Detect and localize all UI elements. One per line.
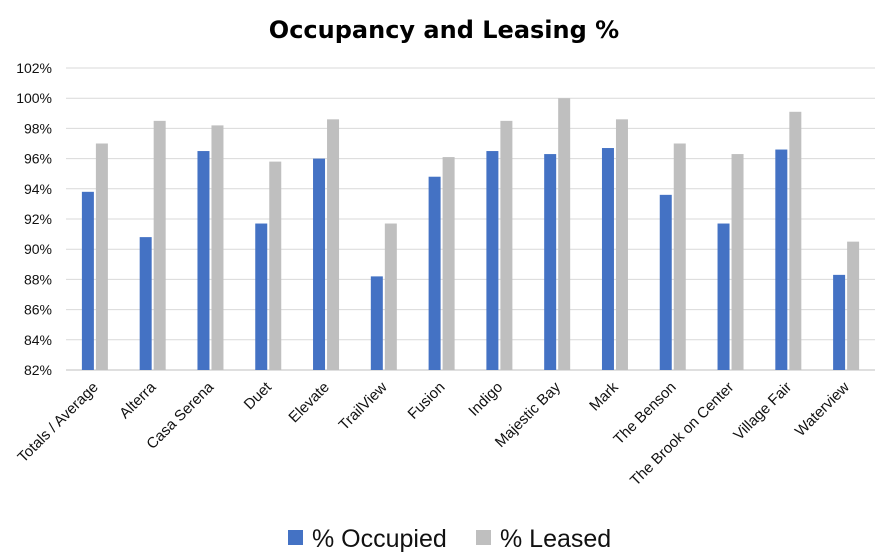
bar-occupied (833, 274, 846, 370)
y-tick-label: 98% (24, 120, 52, 136)
bar-occupied (775, 149, 788, 370)
bar-occupied (81, 191, 94, 370)
bar-occupied (255, 223, 268, 370)
bar-occupied (717, 223, 730, 370)
x-category-label: Indigo (465, 379, 506, 420)
y-tick-label: 96% (24, 151, 52, 167)
bar-occupied (370, 276, 383, 370)
bar-occupied (486, 151, 499, 370)
x-category-label: Mark (586, 378, 622, 414)
y-axis-ticks: 82% 84% 86% 88% 90% 92% 94% 96% 98% 100% 102% (16, 60, 52, 378)
bar-occupied (139, 237, 152, 370)
x-category-label: Alterra (116, 378, 160, 422)
bar-leased (615, 119, 628, 370)
x-category-label: Elevate (285, 379, 332, 426)
y-tick-label: 86% (24, 302, 52, 318)
bar-leased (384, 223, 397, 370)
bar-leased (95, 143, 108, 370)
chart-title: Occupancy and Leasing % (269, 16, 619, 44)
x-category-label: Duet (241, 378, 276, 413)
bar-leased (211, 125, 224, 370)
bars (81, 98, 860, 370)
bar-leased (500, 120, 513, 370)
bar-occupied (601, 148, 614, 370)
bar-leased (327, 119, 340, 370)
bar-leased (673, 143, 686, 370)
legend-label-leased: % Leased (500, 525, 611, 553)
y-tick-label: 84% (24, 332, 52, 348)
bar-occupied (197, 151, 210, 370)
bar-occupied (428, 176, 441, 370)
bar-leased (789, 111, 802, 370)
bar-occupied (544, 154, 557, 370)
bar-occupied (659, 194, 672, 370)
y-tick-label: 88% (24, 271, 52, 287)
bar-leased (153, 120, 166, 370)
x-category-label: The Brook on Center (627, 379, 737, 489)
y-tick-label: 92% (24, 211, 52, 227)
legend-label-occupied: % Occupied (312, 525, 447, 553)
x-category-label: Fusion (405, 379, 449, 423)
x-category-label: Village Fair (730, 379, 795, 444)
bar-leased (558, 98, 571, 370)
legend-swatch-leased (476, 530, 491, 545)
y-tick-label: 82% (24, 362, 52, 378)
gridlines (66, 67, 875, 371)
x-category-label: Waterview (792, 379, 853, 440)
bar-occupied (313, 158, 326, 370)
y-tick-label: 90% (24, 241, 52, 257)
y-tick-label: 94% (24, 181, 52, 197)
y-tick-label: 102% (16, 60, 52, 76)
bar-leased (847, 241, 860, 370)
legend-swatch-occupied (288, 530, 303, 545)
bar-leased (731, 154, 744, 370)
legend: % Occupied % Leased (288, 525, 611, 553)
x-category-label: TrailView (336, 379, 391, 434)
y-tick-label: 100% (16, 90, 52, 106)
bar-leased (269, 161, 282, 370)
x-category-label: Totals / Average (14, 379, 101, 466)
bar-leased (442, 157, 455, 370)
